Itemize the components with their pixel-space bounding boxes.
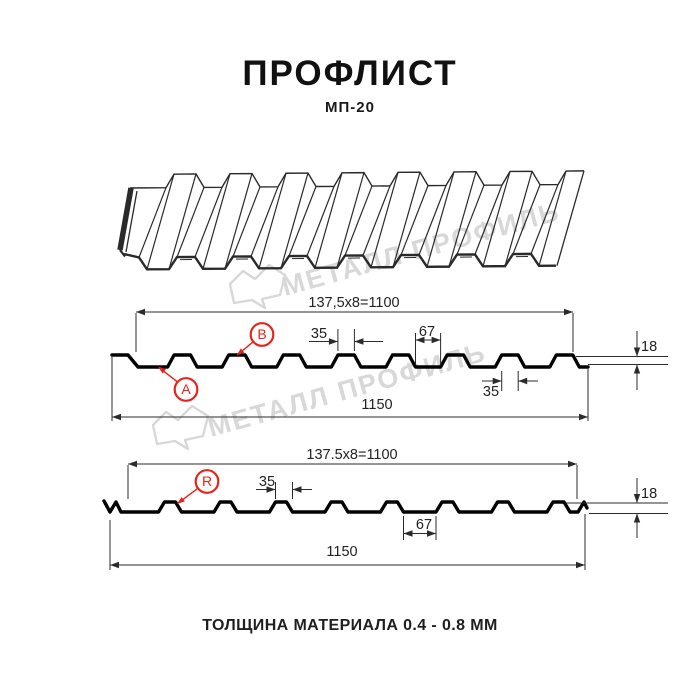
dimension-arrow — [568, 460, 577, 468]
dim-rib-bottom-width: 35 — [483, 384, 499, 400]
watermark-2: МЕТАЛЛ ПРОФИЛЬ — [151, 337, 490, 451]
rib-edge-line — [250, 186, 279, 257]
marker-circle-a — [173, 377, 199, 402]
sheet-left-corner — [119, 249, 126, 258]
rib-edge-line — [202, 173, 231, 270]
rib-edge-line — [362, 185, 391, 256]
profile-section-a — [110, 353, 590, 369]
thickness-note: ТОЛЩИНА МАТЕРИАЛА 0.4 - 0.8 ММ — [202, 617, 498, 634]
sheet-left-cut-edge — [117, 187, 134, 251]
rib-edge-line — [456, 184, 485, 255]
section-r-dimension-labels: 137.5x8=1100 35 67 18 1150 R — [202, 447, 657, 560]
dimension-arrow — [492, 377, 502, 385]
dimension-arrow — [354, 338, 364, 345]
rib-edge-line — [400, 185, 429, 256]
sheet-front-edge — [123, 252, 557, 271]
dim-overall-width: 1150 — [361, 397, 392, 413]
dimension-arrow — [633, 347, 641, 357]
rib-edge-line — [306, 186, 335, 257]
section-a-dimension-labels: 137,5x8=1100 35 67 18 35 1150 A B — [181, 295, 657, 413]
dimension-arrow — [564, 308, 573, 316]
dim-valley-width: 67 — [419, 324, 435, 340]
rib-edge-line — [474, 184, 503, 255]
leader-arrow — [236, 348, 245, 356]
rib-edge-line — [280, 172, 309, 269]
dimension-arrow — [576, 561, 585, 569]
rib-edge-line — [448, 171, 477, 267]
dim-rib-top-width: 35 — [311, 326, 327, 342]
brand-logo-icon — [151, 404, 210, 451]
profile-section-r — [102, 499, 589, 514]
leader-arrow — [158, 366, 166, 374]
profile-model-subtitle: МП-20 — [325, 99, 375, 116]
dimension-arrow — [633, 494, 641, 503]
dimension-arrow — [328, 338, 338, 345]
dimension-arrow — [128, 460, 137, 468]
rib-edge-line — [146, 173, 175, 270]
rib-edge-line — [482, 171, 511, 267]
rib-edge-line — [194, 187, 223, 258]
profile-cross-sections — [102, 353, 590, 514]
dim-rib-top-width: 35 — [259, 474, 275, 490]
dimension-arrow — [292, 486, 302, 493]
rib-edge-line — [426, 171, 455, 267]
dim-module-top: 137.5x8=1100 — [306, 447, 397, 463]
dimension-arrow — [112, 413, 121, 421]
rib-edge-line — [176, 187, 205, 258]
marker-circle-r — [194, 469, 220, 494]
rib-edge-line — [512, 184, 541, 255]
dimension-arrow — [633, 513, 641, 523]
page-title: ПРОФЛИСТ — [242, 54, 458, 93]
brand-logo-icon — [228, 263, 287, 310]
dimension-arrow — [415, 336, 425, 344]
marker-leaders — [158, 322, 275, 504]
dimension-arrow — [633, 364, 641, 374]
rib-edge-line — [530, 184, 559, 255]
marker-letter-b: B — [257, 326, 266, 342]
dimension-arrow — [136, 308, 145, 316]
rib-edge-line — [168, 173, 197, 270]
dim-valley-width: 67 — [416, 517, 432, 533]
marker-circle-b — [249, 322, 275, 347]
rib-edge-line — [392, 172, 421, 268]
dim-profile-height: 18 — [641, 339, 657, 355]
marker-letter-a: A — [181, 381, 191, 397]
dim-profile-height: 18 — [641, 486, 657, 502]
rib-edge-line — [224, 173, 253, 269]
sheet-right-cut-edge — [556, 170, 585, 266]
dimension-lines — [109, 308, 668, 570]
watermark-text: МЕТАЛЛ ПРОФИЛЬ — [205, 337, 490, 443]
dimension-arrow — [518, 377, 528, 385]
dimension-arrow — [110, 561, 119, 569]
rib-edge-line — [314, 172, 343, 268]
dimension-arrow — [431, 336, 441, 344]
dim-overall-width: 1150 — [326, 544, 357, 560]
rib-edge-line — [344, 185, 373, 256]
marker-letter-r: R — [202, 473, 212, 489]
rib-edge-line — [538, 170, 567, 266]
rib-edge-line — [232, 186, 261, 257]
rib-edge-line — [370, 172, 399, 268]
rib-edge-line — [504, 171, 533, 267]
dimension-arrow — [579, 413, 588, 421]
dimension-arrow — [266, 486, 276, 493]
rib-edge-line — [138, 187, 167, 258]
sheet-3d-view — [117, 170, 585, 271]
sheet-top-edge — [129, 170, 585, 189]
dim-module-top: 137,5x8=1100 — [308, 295, 399, 311]
dimension-arrow — [427, 530, 436, 537]
rib-edge-line — [258, 173, 287, 269]
rib-edge-line — [336, 172, 365, 268]
rib-edge-line — [418, 185, 447, 256]
sheet-left-inner-edge — [125, 190, 138, 253]
leader-arrow — [176, 497, 185, 504]
dimension-arrow — [403, 530, 413, 537]
rib-edge-line — [288, 186, 317, 257]
